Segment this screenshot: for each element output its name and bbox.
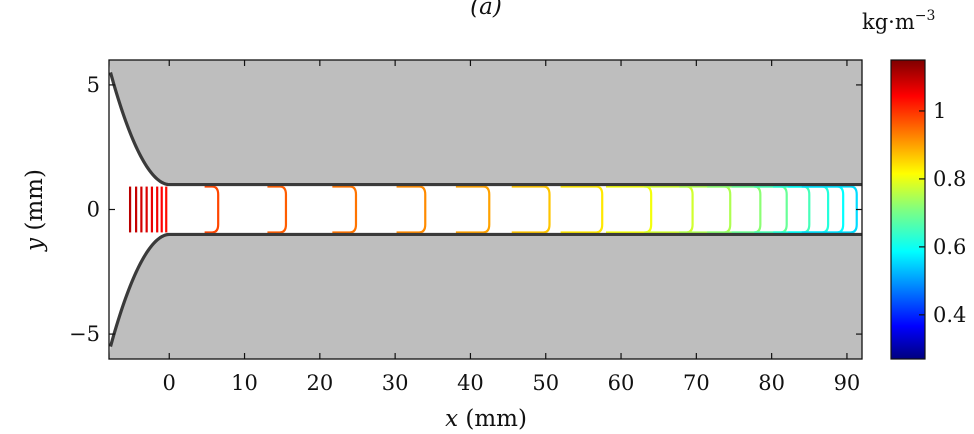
- y-tick-label: 0: [87, 198, 100, 222]
- x-tick-label: 0: [163, 371, 176, 395]
- contour-line: [560, 185, 604, 234]
- lower-wall: [109, 234, 862, 359]
- x-axis-ticks: 0 10 20 30 40 50 60 70 80 90: [163, 60, 861, 395]
- x-axis-var: x: [445, 406, 458, 432]
- y-axis-var: y: [22, 237, 48, 252]
- x-tick-label: 10: [231, 371, 258, 395]
- contour-lines: [128, 185, 858, 234]
- contour-line: [455, 185, 491, 234]
- contour-line: [396, 185, 427, 234]
- colorbar-gradient: [890, 59, 926, 360]
- contour-line: [267, 185, 288, 234]
- x-tick-label: 60: [608, 371, 635, 395]
- contour-line: [204, 185, 220, 234]
- lower-wall-edge: [109, 232, 862, 347]
- x-axis-label: x (mm): [445, 406, 527, 432]
- contour-line: [511, 185, 551, 234]
- colorbar-unit: kg·m−3: [862, 8, 935, 34]
- y-axis-unit: (mm): [22, 169, 48, 231]
- plot-area: [109, 60, 862, 359]
- y-tick-label: 5: [87, 73, 100, 97]
- upper-wall-edge: [109, 72, 862, 187]
- x-tick-label: 90: [834, 371, 861, 395]
- channel-gradient-bg: [169, 184, 862, 235]
- x-tick-label: 30: [382, 371, 409, 395]
- colorbar-tick-label: 0.8: [933, 167, 966, 191]
- y-axis-label: y (mm): [22, 169, 48, 252]
- colorbar: 0.4 0.6 0.8 1 kg·m−3: [862, 8, 966, 360]
- chart-title: (a): [470, 0, 502, 20]
- colorbar-unit-text: kg·m: [862, 10, 915, 34]
- upper-wall: [109, 60, 862, 185]
- colorbar-tick-label: 0.4: [933, 303, 966, 327]
- x-tick-label: 80: [758, 371, 785, 395]
- y-tick-label: −5: [69, 322, 100, 346]
- contour-line: [332, 185, 358, 234]
- x-tick-label: 70: [683, 371, 710, 395]
- colorbar-tick-label: 1: [933, 99, 946, 123]
- x-tick-label: 40: [457, 371, 484, 395]
- colorbar-ticks: 0.4 0.6 0.8 1: [919, 99, 966, 327]
- x-axis-unit: (mm): [465, 406, 527, 432]
- y-axis-ticks: −5 0 5: [69, 73, 862, 346]
- x-tick-label: 20: [306, 371, 333, 395]
- colorbar-unit-exp: −3: [915, 8, 936, 24]
- colorbar-tick-label: 0.6: [933, 235, 966, 259]
- x-tick-label: 50: [532, 371, 559, 395]
